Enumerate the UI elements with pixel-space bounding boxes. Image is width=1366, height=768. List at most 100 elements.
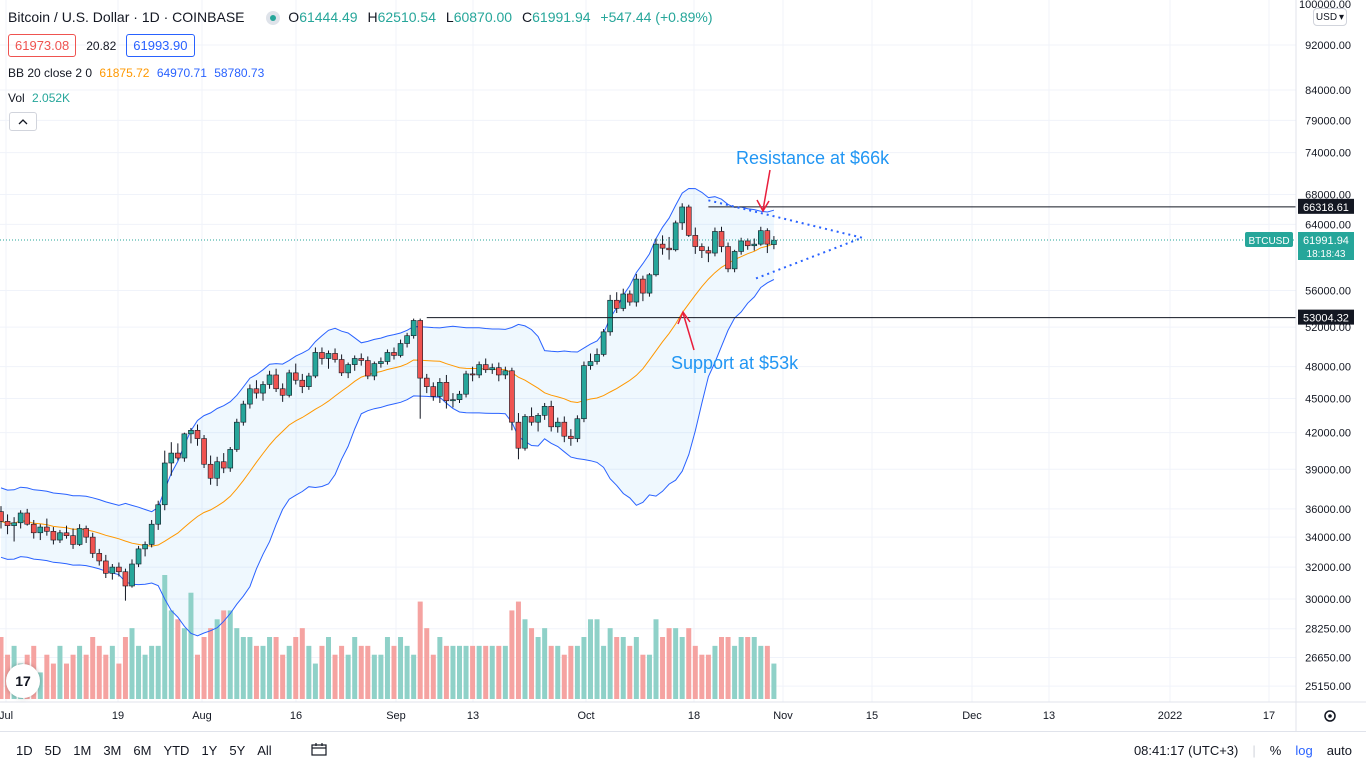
candle <box>89 532 96 558</box>
bollinger-band-fill <box>1 188 774 636</box>
candle <box>148 519 155 548</box>
candle <box>417 318 424 419</box>
candle <box>535 413 541 432</box>
candle <box>109 564 116 580</box>
volume-bar <box>529 628 535 699</box>
volume-bar <box>391 645 397 699</box>
volume-bar <box>745 637 751 699</box>
symbol-title[interactable]: Bitcoin / U.S. Dollar · 1D · COINBASE <box>8 9 245 25</box>
candle <box>699 243 705 258</box>
time-tick-label: 2022 <box>1158 710 1182 722</box>
volume-bar <box>365 645 371 699</box>
candle <box>279 383 286 402</box>
volume-bar <box>457 645 462 699</box>
range-5y-button[interactable]: 5Y <box>229 742 246 758</box>
tradingview-logo[interactable]: 17 <box>6 664 40 698</box>
auto-scale-button[interactable]: auto <box>1326 742 1352 758</box>
candle <box>502 366 509 380</box>
volume-bar <box>476 645 482 699</box>
candle <box>188 427 194 444</box>
volume-bar <box>594 619 600 699</box>
chart-area[interactable]: 92000.00 84000.00 79000.00 74000.00 68000.00… <box>0 0 1366 731</box>
range-all-button[interactable]: All <box>257 742 272 758</box>
buy-price-button[interactable]: 61993.90 <box>126 34 195 57</box>
candle <box>620 288 627 312</box>
volume-bar <box>142 654 148 699</box>
price-tick-label: 26650.00 <box>1305 653 1351 665</box>
candle <box>600 328 607 357</box>
volume-bar <box>679 637 685 699</box>
volume-bar <box>692 645 698 699</box>
range-ytd-button[interactable]: YTD <box>163 742 190 758</box>
candle <box>220 453 227 474</box>
timezone-clock[interactable]: 08:41:17 (UTC+3) <box>1133 742 1239 758</box>
collapse-legend-button[interactable] <box>9 112 37 131</box>
date-range-icon[interactable] <box>310 743 328 757</box>
volume-bar <box>660 637 666 699</box>
sell-price-button[interactable]: 61973.08 <box>8 34 77 57</box>
last-price-tag: 61991.94 <box>1303 235 1349 247</box>
range-1d-button[interactable]: 1D <box>16 742 33 758</box>
trade-price-row: 61973.08 20.82 61993.90 <box>8 34 199 57</box>
time-tick-label: Sep <box>386 710 406 722</box>
candle <box>495 362 502 382</box>
volume-bar <box>712 645 718 699</box>
volume-bar <box>719 637 724 699</box>
resistance-arrowhead <box>756 199 770 213</box>
volume-bar <box>37 672 43 699</box>
volume-bar <box>384 637 390 699</box>
volume-bar <box>502 645 508 699</box>
volume-bar <box>83 654 89 699</box>
volume-bar <box>326 637 331 699</box>
volume-bar <box>601 645 607 699</box>
volume-bar <box>614 637 620 699</box>
volume-bar <box>496 645 502 699</box>
volume-bar <box>155 645 161 699</box>
currency-select[interactable]: USD ▾ <box>1313 8 1347 26</box>
candle <box>581 361 587 423</box>
volume-bar <box>673 628 679 699</box>
price-tick-label: 30000.00 <box>1305 594 1351 606</box>
volume-bar <box>417 601 423 699</box>
range-6m-button[interactable]: 6M <box>133 742 152 758</box>
support-price-tag-bg <box>1298 309 1354 325</box>
candle <box>587 353 594 370</box>
volume-bar <box>293 637 299 699</box>
chevron-up-icon <box>18 118 28 124</box>
time-tick-label: 18 <box>688 710 700 722</box>
candle <box>161 450 168 511</box>
volume-bar <box>345 654 351 699</box>
candle <box>659 235 666 255</box>
candle <box>17 510 24 529</box>
log-scale-button[interactable]: log <box>1295 742 1313 758</box>
volume-bar <box>699 654 705 699</box>
volume-bar <box>352 637 358 699</box>
volume-bar <box>588 619 593 699</box>
range-5d-button[interactable]: 5D <box>44 742 62 758</box>
volume-bar <box>168 610 174 699</box>
candle <box>194 424 201 446</box>
volume-bar <box>404 645 410 699</box>
candle <box>63 525 70 539</box>
candle <box>175 443 181 461</box>
range-1m-button[interactable]: 1M <box>73 742 92 758</box>
candle <box>666 236 672 260</box>
bollinger-upper-band <box>0 187 775 513</box>
candle <box>646 273 653 297</box>
range-3m-button[interactable]: 3M <box>103 742 122 758</box>
candle <box>319 347 325 365</box>
support-annotation: Support at $53k <box>671 353 799 373</box>
candle <box>351 355 358 371</box>
volume-legend[interactable]: Vol 2.052K <box>8 91 74 105</box>
volume-bar <box>378 654 384 699</box>
range-1y-button[interactable]: 1Y <box>201 742 218 758</box>
bollinger-upper-value: 64970.71 <box>156 66 207 80</box>
volume-bar <box>208 628 214 699</box>
bar-countdown: 18:18:43 <box>1307 249 1346 260</box>
volume-bar <box>633 637 639 699</box>
price-tick-label: 25150.00 <box>1305 681 1351 693</box>
candle <box>30 519 37 539</box>
percent-scale-button[interactable]: % <box>1269 742 1282 758</box>
bollinger-legend[interactable]: BB 20 close 2 0 61875.72 64970.71 58780.… <box>8 66 268 80</box>
time-scale: Jul 19 Aug 16 Sep 13 Oct 18 Nov 15 Dec 13 2022 17 <box>0 701 1366 722</box>
